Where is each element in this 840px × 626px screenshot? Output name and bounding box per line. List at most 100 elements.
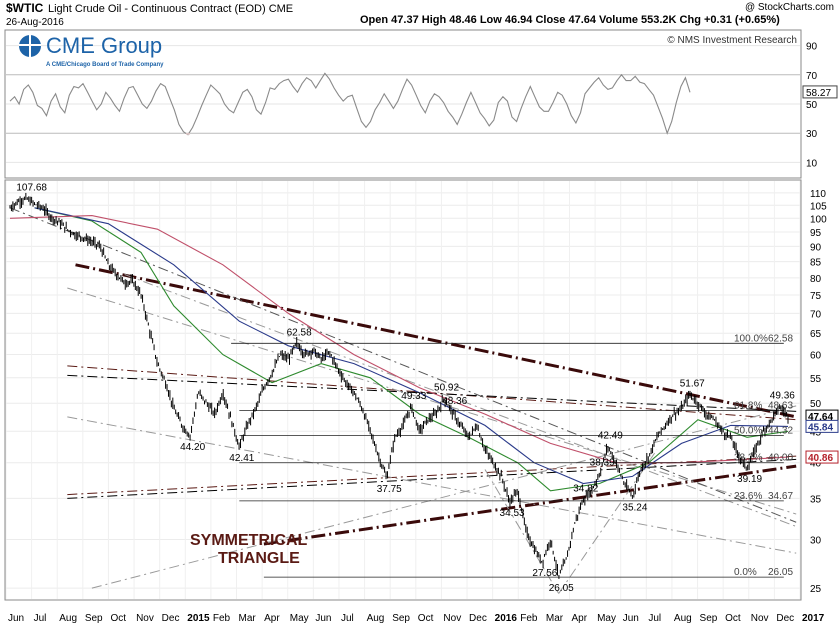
instrument-name: Light Crude Oil - Continuous Contract (E… <box>48 3 293 15</box>
trend-line <box>263 464 797 546</box>
indicator-tick-label: 10 <box>806 158 818 169</box>
time-tick-label: Sep <box>700 613 718 624</box>
time-tick-label: Sep <box>85 613 103 624</box>
indicator-tick-label: 70 <box>806 71 818 82</box>
price-label: 49.36 <box>770 391 795 402</box>
time-tick-label: Jul <box>648 613 661 624</box>
price-label: 51.67 <box>680 378 705 389</box>
price-tick-label: 75 <box>810 291 822 302</box>
time-tick-label: Apr <box>264 613 280 624</box>
globe-icon <box>19 35 41 57</box>
price-grid <box>5 181 801 599</box>
price-label: 50.92 <box>434 382 459 393</box>
time-tick-label: Mar <box>239 613 257 624</box>
price-tick-label: 40 <box>810 459 822 470</box>
fib-level-pct: 38.2% <box>734 453 762 464</box>
price-label: 37.75 <box>377 484 402 495</box>
price-label: 42.41 <box>229 453 254 464</box>
annotation-line2: TRIANGLE <box>218 550 300 567</box>
indicator-last-value: 58.27 <box>806 88 831 99</box>
time-tick-label: Nov <box>751 613 769 624</box>
trend-line <box>484 469 560 594</box>
logo-tagline: A CME/Chicago Board of Trade Company <box>46 62 164 68</box>
time-tick-label: Feb <box>213 613 231 624</box>
price-label: 39.19 <box>737 474 762 485</box>
time-tick-label: Apr <box>571 613 587 624</box>
time-tick-label: Jun <box>623 613 639 624</box>
trend-line <box>67 287 797 515</box>
time-tick-label: Jul <box>341 613 354 624</box>
oversold-shade <box>185 133 190 135</box>
trend-line <box>75 263 797 419</box>
price-label: 35.24 <box>622 503 647 514</box>
price-label: 42.49 <box>598 431 623 442</box>
indicator-axis: 10 30 50 70 90 58.27 <box>802 42 838 169</box>
fib-level-pct: 100.0% <box>734 333 768 344</box>
trend-line <box>67 374 797 412</box>
time-tick-label: Sep <box>392 613 410 624</box>
annotation-line1: SYMMETRICAL <box>190 532 308 549</box>
chart-date: 26-Aug-2016 <box>6 17 64 28</box>
time-tick-label: Aug <box>59 613 77 624</box>
price-label: 44.20 <box>180 442 205 453</box>
price-tick-label: 50 <box>810 399 822 410</box>
price-tick-label: 25 <box>810 584 822 595</box>
time-tick-label: Oct <box>110 613 126 624</box>
price-tick-label: 55 <box>810 374 822 385</box>
time-tick-label: Oct <box>418 613 434 624</box>
last-value-box <box>805 450 839 464</box>
time-tick-label: Jun <box>8 613 24 624</box>
indicator-tick-label: 90 <box>806 42 818 53</box>
price-tick-label: 105 <box>810 201 827 212</box>
price-tick-label: 30 <box>810 535 822 546</box>
time-tick-label: Nov <box>136 613 154 624</box>
stockcharts-credit: @ StockCharts.com <box>745 2 834 13</box>
time-tick-label: Dec <box>776 613 794 624</box>
time-tick-label: Dec <box>162 613 180 624</box>
last-value-label: 47.64 <box>808 412 833 423</box>
fib-level-pct: 50.0% <box>734 425 762 436</box>
symbol: $WTIC <box>6 1 44 15</box>
time-tick-label: Feb <box>520 613 538 624</box>
price-label: 26.05 <box>549 583 574 594</box>
price-tick-label: 95 <box>810 228 822 239</box>
last-value-label: 40.86 <box>808 453 833 464</box>
price-tick-label: 70 <box>810 309 822 320</box>
fib-level-value: 44.32 <box>768 425 793 436</box>
price-label: 27.56 <box>532 568 557 579</box>
time-tick-label: 2016 <box>495 613 518 624</box>
time-tick-label: Oct <box>725 613 741 624</box>
indicator-tick-label: 50 <box>806 100 818 111</box>
price-label: 38.39 <box>590 458 615 469</box>
price-tick-label: 60 <box>810 351 822 362</box>
price-tick-label: 100 <box>810 214 827 225</box>
price-tick-label: 85 <box>810 258 822 269</box>
time-tick-label: Aug <box>367 613 385 624</box>
price-label: 34.82 <box>573 484 598 495</box>
copyright: © NMS Investment Research <box>667 35 797 46</box>
time-tick-label: May <box>290 613 309 624</box>
logo-name: CME Group <box>46 33 162 58</box>
time-tick-label: 2015 <box>187 613 210 624</box>
price-label: 62.58 <box>287 327 312 338</box>
time-tick-label: Aug <box>674 613 692 624</box>
fib-level-value: 40.00 <box>768 453 793 464</box>
price-tick-label: 80 <box>810 274 822 285</box>
indicator-last-value-box <box>802 85 838 99</box>
trend-line <box>67 416 797 554</box>
moving-average-line <box>34 207 789 492</box>
fib-level-value: 34.67 <box>768 491 793 502</box>
moving-average-line <box>34 207 789 485</box>
last-value-label: 45.84 <box>808 422 833 433</box>
time-tick-label: Jun <box>315 613 331 624</box>
price-tick-label: 110 <box>810 189 826 200</box>
time-tick-label: Dec <box>469 613 487 624</box>
time-axis: Jun Jul Aug Sep Oct Nov Dec 2015 Feb Mar Apr May Jun… <box>8 613 825 624</box>
last-value-box <box>805 419 839 433</box>
price-tick-label: 90 <box>810 242 822 253</box>
price-label: 34.53 <box>500 508 525 519</box>
fib-level-value: 26.05 <box>768 567 793 578</box>
price-label: 48.36 <box>442 396 467 407</box>
fib-level-value: 62.58 <box>768 333 793 344</box>
